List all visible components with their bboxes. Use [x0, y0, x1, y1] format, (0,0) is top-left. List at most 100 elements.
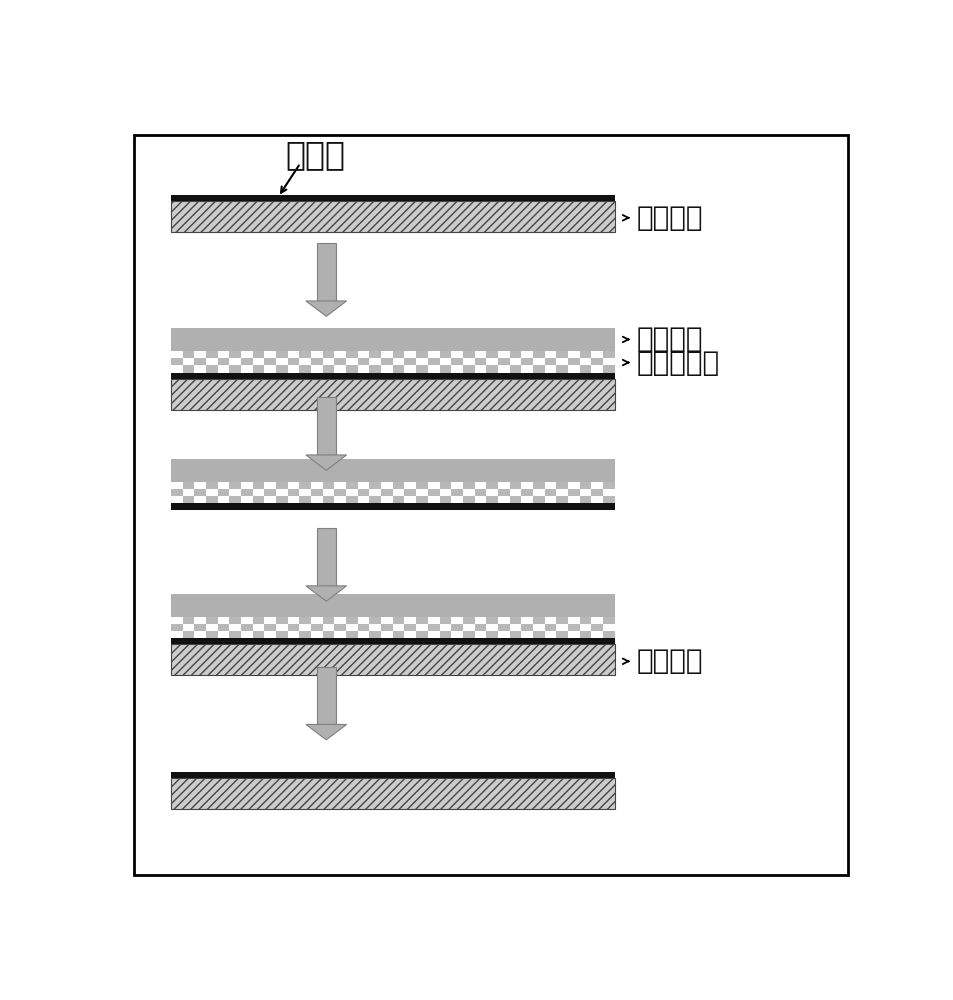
- Text: 转移介质: 转移介质: [637, 325, 702, 353]
- Bar: [171, 503, 614, 510]
- Bar: [253, 489, 264, 496]
- Bar: [194, 631, 206, 638]
- Bar: [171, 644, 614, 675]
- Polygon shape: [306, 301, 346, 316]
- Bar: [171, 617, 614, 638]
- Bar: [427, 365, 439, 373]
- Polygon shape: [306, 455, 346, 470]
- Bar: [229, 358, 241, 365]
- Bar: [346, 358, 357, 365]
- Bar: [369, 624, 381, 631]
- Bar: [474, 482, 486, 489]
- Bar: [556, 489, 567, 496]
- Bar: [520, 617, 533, 624]
- Bar: [439, 624, 451, 631]
- Bar: [171, 631, 182, 638]
- Bar: [591, 496, 602, 503]
- Text: 目标基体: 目标基体: [637, 647, 702, 675]
- Bar: [171, 201, 614, 232]
- Bar: [299, 358, 311, 365]
- Bar: [416, 624, 427, 631]
- Bar: [544, 631, 556, 638]
- Bar: [264, 617, 275, 624]
- Bar: [533, 624, 544, 631]
- Bar: [316, 243, 335, 301]
- Bar: [241, 631, 253, 638]
- Bar: [404, 482, 416, 489]
- Bar: [217, 351, 229, 358]
- Bar: [486, 489, 497, 496]
- Bar: [404, 496, 416, 503]
- Bar: [404, 365, 416, 373]
- Bar: [357, 351, 369, 358]
- Bar: [497, 631, 509, 638]
- Bar: [171, 351, 614, 373]
- Bar: [474, 496, 486, 503]
- Bar: [357, 631, 369, 638]
- Bar: [288, 631, 299, 638]
- Bar: [520, 351, 533, 358]
- Bar: [451, 496, 462, 503]
- Bar: [369, 358, 381, 365]
- Bar: [253, 358, 264, 365]
- Bar: [357, 617, 369, 624]
- Bar: [451, 351, 462, 358]
- Bar: [427, 631, 439, 638]
- Bar: [171, 482, 614, 503]
- Bar: [288, 482, 299, 489]
- Bar: [497, 365, 509, 373]
- Bar: [451, 365, 462, 373]
- Bar: [404, 351, 416, 358]
- Bar: [381, 617, 393, 624]
- Bar: [311, 482, 322, 489]
- Bar: [346, 489, 357, 496]
- Bar: [171, 365, 182, 373]
- Bar: [311, 617, 322, 624]
- Bar: [544, 617, 556, 624]
- Bar: [264, 351, 275, 358]
- Bar: [335, 365, 346, 373]
- Bar: [253, 624, 264, 631]
- Bar: [462, 624, 474, 631]
- Bar: [369, 489, 381, 496]
- Bar: [311, 365, 322, 373]
- Text: 初始基体: 初始基体: [637, 204, 702, 232]
- Bar: [474, 351, 486, 358]
- Bar: [241, 351, 253, 358]
- Bar: [381, 496, 393, 503]
- Bar: [311, 496, 322, 503]
- Bar: [591, 617, 602, 624]
- Bar: [427, 496, 439, 503]
- Bar: [241, 496, 253, 503]
- Bar: [171, 351, 182, 358]
- Bar: [427, 617, 439, 624]
- Bar: [579, 358, 591, 365]
- Bar: [288, 617, 299, 624]
- Bar: [544, 496, 556, 503]
- Bar: [194, 617, 206, 624]
- Bar: [474, 631, 486, 638]
- Bar: [567, 631, 579, 638]
- Bar: [264, 496, 275, 503]
- Bar: [497, 482, 509, 489]
- Polygon shape: [306, 586, 346, 601]
- Bar: [474, 365, 486, 373]
- Bar: [171, 772, 614, 778]
- Bar: [602, 358, 614, 365]
- Bar: [335, 351, 346, 358]
- Bar: [556, 358, 567, 365]
- Bar: [579, 624, 591, 631]
- Bar: [275, 624, 288, 631]
- Bar: [335, 617, 346, 624]
- Bar: [381, 351, 393, 358]
- Bar: [316, 667, 335, 724]
- Bar: [206, 358, 217, 365]
- Bar: [171, 195, 614, 201]
- Bar: [462, 358, 474, 365]
- Bar: [381, 631, 393, 638]
- Bar: [567, 351, 579, 358]
- Bar: [439, 489, 451, 496]
- Bar: [497, 496, 509, 503]
- Bar: [322, 358, 335, 365]
- Bar: [474, 617, 486, 624]
